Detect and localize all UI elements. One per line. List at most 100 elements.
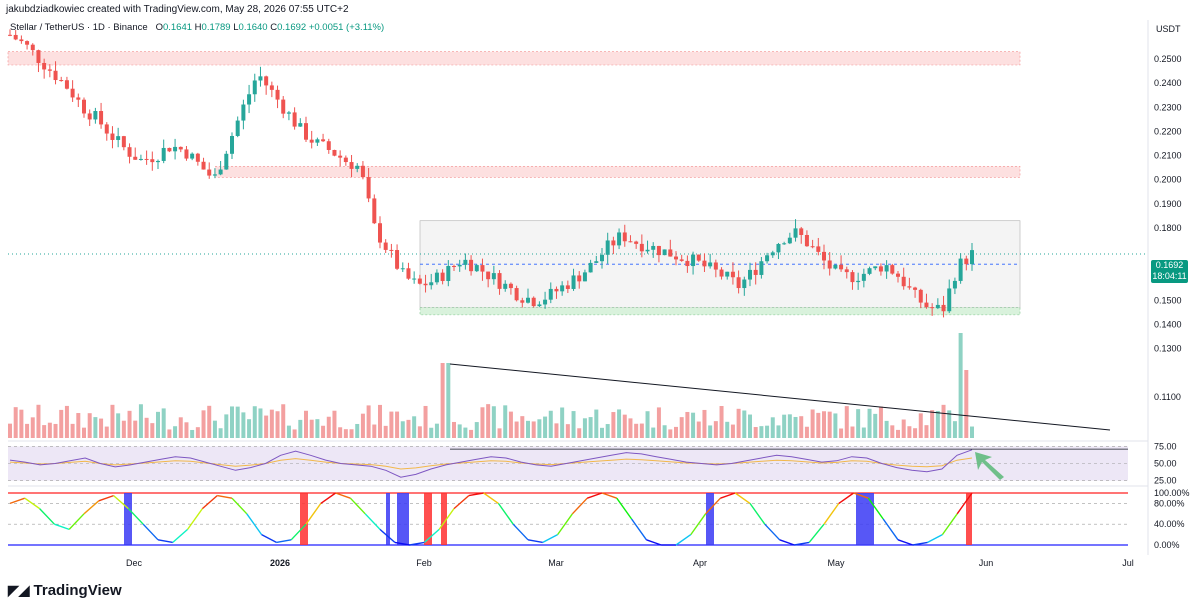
stoch-line-segment xyxy=(113,495,129,510)
x-tick-label: Jun xyxy=(979,558,994,568)
candle-body xyxy=(87,113,92,120)
candle-body xyxy=(804,234,809,247)
volume-bar xyxy=(913,428,918,438)
volume-bar xyxy=(804,426,809,438)
stoch-line-segment xyxy=(823,502,840,525)
candle-body xyxy=(269,85,274,90)
y-tick-label: 0.2200 xyxy=(1154,126,1182,136)
candle-body xyxy=(30,44,35,51)
stoch-line-segment xyxy=(39,508,55,525)
volume-bar xyxy=(765,425,770,438)
volume-bar xyxy=(935,410,940,438)
candle-body xyxy=(8,34,12,36)
stoch-signal-bar xyxy=(966,493,972,545)
stoch-line-segment xyxy=(808,523,825,543)
volume-bar xyxy=(440,363,445,438)
tradingview-logo[interactable]: ◤◢ TradingView xyxy=(8,582,122,599)
y-tick-label: 0.2400 xyxy=(1154,78,1182,88)
candle-body xyxy=(212,174,217,176)
candle-body xyxy=(958,258,963,281)
candle-body xyxy=(360,165,365,178)
y-tick-label: 0.1500 xyxy=(1154,295,1182,305)
open-label: O xyxy=(155,22,163,33)
symbol-legend: Stellar / TetherUS · 1D · Binance O0.164… xyxy=(10,22,384,33)
volume-bar xyxy=(457,424,462,438)
volume-bar xyxy=(400,421,405,438)
volume-bar xyxy=(890,425,895,438)
candle-body xyxy=(645,249,650,252)
volume-bar xyxy=(520,416,525,438)
volume-bar xyxy=(560,407,565,438)
volume-bar xyxy=(651,427,656,438)
candle-body xyxy=(947,288,952,312)
candle-body xyxy=(19,39,24,42)
stoch-line-segment xyxy=(512,523,529,541)
candle-body xyxy=(167,147,172,152)
volume-bar xyxy=(42,425,47,438)
stoch-line-segment xyxy=(379,528,396,543)
candle-body xyxy=(582,272,587,282)
volume-bar xyxy=(833,413,838,438)
volume-bar xyxy=(605,424,610,438)
volume-bar xyxy=(685,411,690,438)
y-tick-label: 0.2500 xyxy=(1154,54,1182,64)
candle-body xyxy=(571,275,576,289)
stoch-line-segment xyxy=(690,513,707,536)
y-tick-label: 0.2300 xyxy=(1154,102,1182,112)
candle-body xyxy=(201,161,206,170)
candle-body xyxy=(753,269,758,275)
candle-body xyxy=(577,275,582,282)
stoch-signal-bar xyxy=(441,493,447,545)
volume-bar xyxy=(378,404,382,438)
symbol-title[interactable]: Stellar / TetherUS · 1D · Binance xyxy=(10,22,148,33)
volume-bar xyxy=(76,413,81,438)
candle-body xyxy=(304,123,308,140)
stoch-line-segment xyxy=(705,497,721,515)
stoch-line-segment xyxy=(68,513,85,530)
volume-bar xyxy=(691,412,696,438)
stoch-line-segment xyxy=(335,492,351,499)
volume-bar xyxy=(292,429,297,438)
volume-bar xyxy=(776,425,781,438)
stoch-line-segment xyxy=(794,541,810,546)
volume-bar xyxy=(964,370,969,438)
candle-body xyxy=(480,265,485,272)
tradingview-brand: TradingView xyxy=(33,582,122,599)
volume-bar xyxy=(264,415,269,438)
stoch-line-segment xyxy=(83,500,100,515)
stoch-line-segment xyxy=(24,497,41,510)
candle-body xyxy=(412,278,417,280)
candle-body xyxy=(355,165,360,169)
volume-bar xyxy=(696,421,701,438)
candle-body xyxy=(321,139,326,142)
candle-body xyxy=(901,276,906,287)
candle-countdown: 18:04:11 xyxy=(1152,271,1187,281)
volume-bar xyxy=(827,411,832,438)
candle-body xyxy=(366,177,371,199)
volume-bar xyxy=(503,405,508,438)
candle-body xyxy=(952,280,957,289)
volume-bar xyxy=(770,417,775,438)
candle-body xyxy=(867,268,872,274)
candle-body xyxy=(309,139,314,143)
volume-bar xyxy=(144,417,149,438)
candle-body xyxy=(793,228,798,238)
candle-body xyxy=(611,240,616,246)
candle-body xyxy=(406,268,411,279)
volume-bar xyxy=(326,416,331,438)
candle-body xyxy=(520,300,525,303)
volume-bar xyxy=(99,418,104,438)
stoch-line-segment xyxy=(423,528,440,543)
stoch-tick-label: 40.00% xyxy=(1154,519,1185,529)
stoch-line-segment xyxy=(394,541,410,546)
volume-bar xyxy=(759,426,764,438)
candle-body xyxy=(639,243,644,252)
volume-bar xyxy=(514,421,519,438)
rsi-tick-label: 50.00 xyxy=(1154,459,1177,469)
stoch-line-segment xyxy=(320,492,337,504)
candle-body xyxy=(486,271,491,280)
candle-body xyxy=(719,269,724,277)
candle-body xyxy=(434,272,439,283)
volume-bar xyxy=(13,407,18,438)
